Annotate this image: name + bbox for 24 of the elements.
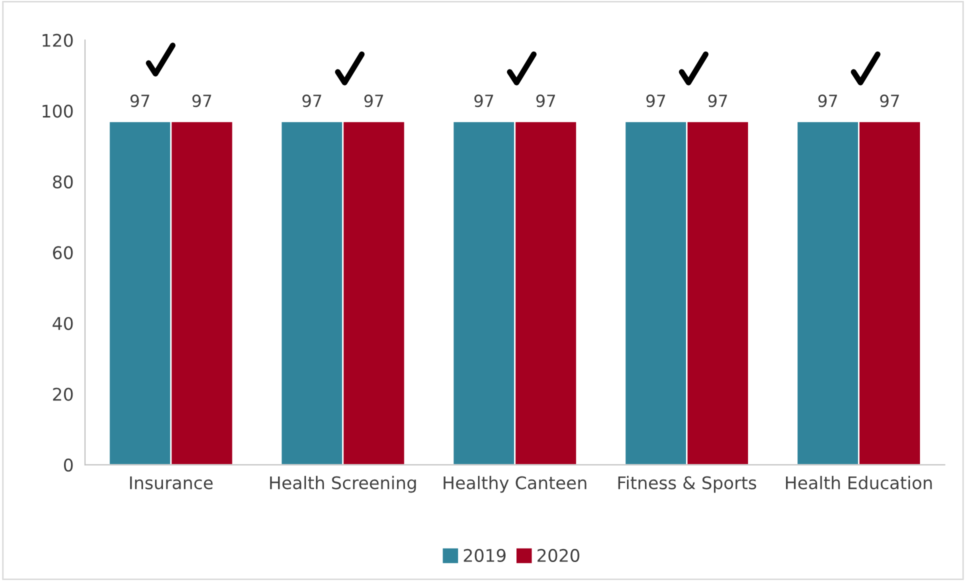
- data-label: 97: [536, 94, 556, 108]
- y-tick-label: 120: [42, 34, 73, 47]
- data-label: 97: [364, 94, 384, 108]
- y-tick-label: 80: [52, 175, 73, 188]
- x-tick-label: Healthy Canteen: [444, 476, 586, 493]
- y-tick-label: 0: [64, 458, 73, 472]
- legend-label: 2019: [464, 548, 506, 562]
- y-tick-label: 40: [52, 316, 73, 330]
- x-tick-label: Health Education: [786, 476, 932, 490]
- legend-label: 2020: [538, 548, 580, 562]
- y-tick-label: 100: [42, 104, 73, 118]
- data-label: 97: [880, 94, 899, 108]
- data-label: 97: [818, 94, 838, 108]
- data-label: 97: [192, 94, 212, 108]
- data-label: 97: [646, 94, 666, 108]
- y-tick-label: 60: [53, 246, 73, 260]
- data-label: 97: [130, 94, 150, 108]
- x-tick-label: Health Screening: [270, 476, 416, 493]
- x-tick-label: Fitness & Sports: [618, 476, 756, 493]
- data-label: 97: [302, 94, 322, 108]
- x-tick-label: Insurance: [130, 476, 213, 490]
- data-label: 97: [708, 94, 727, 108]
- data-label: 97: [474, 94, 494, 108]
- y-tick-label: 20: [53, 388, 73, 401]
